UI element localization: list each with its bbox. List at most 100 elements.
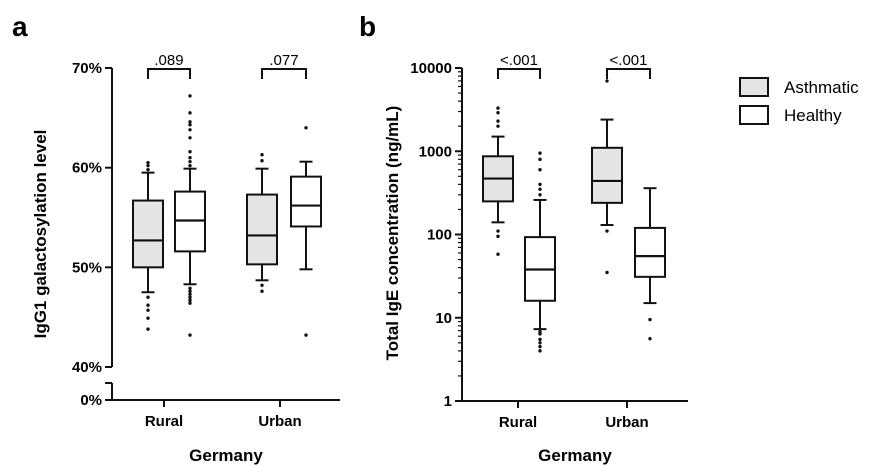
y-tick-label: 40% — [72, 359, 102, 376]
y-tick-label: 70% — [72, 60, 102, 77]
x-tick-label: Urban — [605, 414, 648, 431]
outlier-point — [188, 286, 192, 290]
x-tick-label: Urban — [258, 413, 301, 430]
legend-swatch — [739, 105, 769, 125]
outlier-point — [188, 292, 192, 296]
bracket-line — [497, 68, 541, 79]
outlier-point — [496, 234, 500, 239]
outlier-point — [605, 270, 609, 275]
outlier-point — [538, 187, 542, 191]
outlier-point — [605, 79, 609, 83]
panel-a: a 70% 60% 50% 40% 0% Rural Urban Germany IgG1 gal… — [12, 11, 340, 465]
box-asthmatic-rural — [482, 106, 514, 256]
outlier-point — [188, 289, 192, 293]
outlier-point — [538, 349, 542, 353]
outlier-point — [538, 337, 542, 342]
outlier-point — [648, 337, 652, 341]
y-tick-label: 50% — [72, 259, 102, 276]
significance-bracket-urban: <.001 — [606, 52, 651, 79]
outlier-point — [188, 120, 192, 124]
outlier-point — [188, 94, 192, 98]
outlier-point — [188, 301, 192, 305]
outlier-point — [146, 303, 150, 307]
box-body — [591, 146, 623, 204]
outlier-point — [538, 157, 542, 162]
box-healthy-rural — [174, 94, 206, 337]
outlier-point — [496, 111, 500, 115]
box-healthy-urban — [290, 126, 322, 337]
y-tick-label: 10000 — [410, 60, 452, 77]
legend: Asthmatic Healthy — [739, 77, 859, 125]
outlier-point — [496, 229, 500, 233]
outlier-point — [304, 126, 308, 130]
outlier-point — [188, 150, 192, 154]
y-tick-label: 1 — [444, 393, 452, 410]
y-tick-label: 0% — [80, 392, 102, 409]
panel-letter: a — [12, 11, 28, 42]
outlier-point — [188, 136, 192, 140]
x-axis-title: Germany — [189, 446, 263, 465]
y-tick-label: 1000 — [419, 143, 452, 160]
box-healthy-urban — [634, 187, 666, 341]
outlier-point — [146, 308, 150, 312]
y-tick-label: 60% — [72, 160, 102, 177]
outlier-point — [260, 283, 264, 287]
y-tick-label: 10 — [435, 310, 452, 327]
legend-label: Healthy — [784, 106, 842, 125]
x-axis-title: Germany — [538, 446, 612, 465]
p-value-label: <.001 — [500, 52, 538, 69]
bracket-line — [261, 68, 307, 79]
panel-b: b 10000 1000 100 10 1 Rural Urban Germany Total I… — [359, 11, 688, 465]
outlier-point — [496, 252, 500, 256]
y-axis-title: Total IgE concentration (ng/mL) — [383, 106, 402, 361]
outlier-point — [146, 316, 150, 320]
outlier-point — [538, 151, 542, 155]
outlier-point — [304, 333, 308, 337]
bracket-line — [147, 68, 191, 79]
box-body — [634, 226, 666, 278]
outlier-point — [538, 168, 542, 172]
outlier-point — [146, 295, 150, 299]
p-value-label: .077 — [269, 52, 298, 69]
outlier-point — [538, 332, 542, 336]
y-axis-title: IgG1 galactosylation level — [31, 130, 50, 339]
box-asthmatic-rural — [132, 160, 164, 331]
outlier-point — [260, 158, 264, 163]
p-value-label: <.001 — [610, 52, 648, 69]
outlier-point — [188, 298, 192, 302]
outlier-point — [188, 163, 192, 168]
legend-label: Asthmatic — [784, 78, 859, 97]
outlier-point — [496, 106, 500, 110]
outlier-point — [648, 317, 652, 322]
panel-letter: b — [359, 11, 376, 42]
outlier-point — [496, 124, 500, 128]
outlier-point — [538, 341, 542, 345]
outlier-point — [188, 156, 192, 160]
outlier-point — [260, 289, 264, 293]
outlier-point — [188, 295, 192, 299]
legend-swatch — [739, 77, 769, 97]
significance-bracket-rural: <.001 — [497, 52, 541, 79]
box-asthmatic-urban — [591, 79, 623, 275]
x-tick-label: Rural — [499, 414, 537, 431]
box-asthmatic-urban — [246, 153, 278, 293]
bracket-line — [606, 68, 651, 79]
significance-bracket-rural: .089 — [147, 52, 191, 79]
outlier-point — [538, 344, 542, 349]
outlier-point — [538, 182, 542, 187]
p-value-label: .089 — [154, 52, 183, 69]
outlier-point — [188, 128, 192, 132]
outlier-point — [188, 111, 192, 115]
box-body — [246, 193, 278, 266]
box-body — [132, 199, 164, 269]
outlier-point — [146, 327, 150, 331]
x-tick-label: Rural — [145, 413, 183, 430]
outlier-point — [260, 153, 264, 157]
outlier-point — [188, 333, 192, 337]
significance-bracket-urban: .077 — [261, 52, 307, 79]
outlier-point — [146, 160, 150, 165]
outlier-point — [496, 119, 500, 123]
outlier-point — [188, 159, 192, 164]
outlier-point — [188, 123, 192, 127]
